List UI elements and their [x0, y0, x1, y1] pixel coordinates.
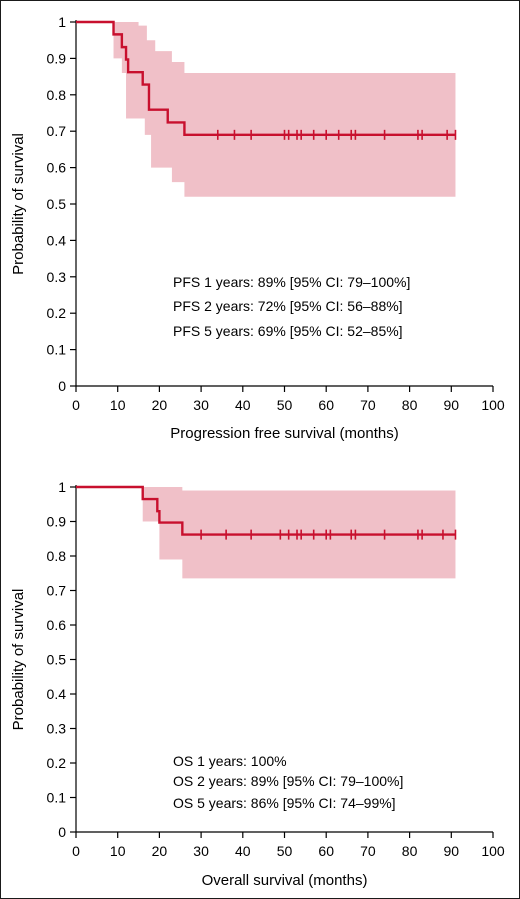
pfs-x-tick-label: 20	[152, 397, 168, 413]
os-y-tick-label: 0.5	[47, 652, 67, 668]
os-x-tick-label: 0	[72, 843, 80, 859]
os-x-tick-label: 70	[360, 843, 376, 859]
os-x-axis-title: Overall survival (months)	[202, 872, 368, 889]
pfs-survival-curve	[76, 20, 456, 137]
pfs-annotation-2: PFS 2 years: 72% [95% CI: 56–88%]	[173, 298, 403, 314]
pfs-y-axis-title: Probability of survival	[10, 133, 27, 275]
os-y-tick-label: 0.9	[47, 514, 67, 530]
pfs-y-tick-label: 0.5	[47, 196, 67, 212]
os-x-tick-label: 20	[152, 843, 168, 859]
pfs-y-tick-label: 0	[58, 378, 66, 394]
pfs-x-axis-title: Progression free survival (months)	[170, 425, 398, 442]
os-y-tick-label: 0	[58, 824, 66, 840]
os-survival-curve	[76, 485, 456, 536]
pfs-y-tick-label: 0.9	[47, 50, 67, 66]
os-y-tick-label: 0.7	[47, 583, 67, 599]
os-y-tick-label: 0.1	[47, 790, 67, 806]
pfs-x-tick-label: 90	[444, 397, 460, 413]
os-ci-band	[76, 487, 456, 579]
pfs-x-tick-label: 50	[277, 397, 293, 413]
os-y-axis-title: Probability of survival	[10, 589, 27, 731]
pfs-y-tick-label: 0.7	[47, 123, 67, 139]
pfs-panel: 00.10.20.30.40.50.60.70.80.910 10 20 30 40 50…	[10, 14, 505, 442]
pfs-y-tick-label: 0.3	[47, 269, 67, 285]
os-y-tick-label: 0.6	[47, 617, 67, 633]
os-x-tick-label: 50	[277, 843, 293, 859]
pfs-y-tick-label: 0.1	[47, 342, 67, 358]
os-y-tick-label: 0.8	[47, 548, 67, 564]
os-y-tick-label: 0.3	[47, 721, 67, 737]
pfs-annotation-1: PFS 1 years: 89% [95% CI: 79–100%]	[173, 274, 410, 290]
pfs-x-tick-label: 0	[72, 397, 80, 413]
os-panel: 00.10.20.30.40.50.60.70.80.910 10 20 30 40 50…	[10, 479, 505, 889]
pfs-y-tick-label: 1	[58, 14, 66, 30]
os-annotation-1: OS 1 years: 100%	[173, 753, 287, 769]
pfs-x-tick-label: 80	[402, 397, 418, 413]
os-y-tick-label: 0.4	[47, 686, 67, 702]
pfs-x-tick-label: 40	[235, 397, 251, 413]
os-x-tick-label: 40	[235, 843, 251, 859]
pfs-x-tick-label: 60	[318, 397, 334, 413]
os-x-tick-label: 30	[193, 843, 209, 859]
os-x-tick-label: 100	[481, 843, 505, 859]
pfs-y-tick-label: 0.8	[47, 87, 67, 103]
os-annotation-3: OS 5 years: 86% [95% CI: 74–99%]	[173, 795, 396, 811]
os-x-tick-label: 80	[402, 843, 418, 859]
os-y-tick-label: 0.2	[47, 755, 67, 771]
os-annotation-2: OS 2 years: 89% [95% CI: 79–100%]	[173, 773, 403, 789]
pfs-annotation-3: PFS 5 years: 69% [95% CI: 52–85%]	[173, 323, 403, 339]
pfs-y-tick-label: 0.6	[47, 160, 67, 176]
pfs-x-tick-label: 100	[481, 397, 505, 413]
os-y-tick-label: 1	[58, 479, 66, 495]
pfs-y-tick-label: 0.4	[47, 232, 67, 248]
pfs-x-tick-label: 30	[193, 397, 209, 413]
pfs-y-tick-label: 0.2	[47, 305, 67, 321]
pfs-x-tick-label: 10	[110, 397, 126, 413]
os-x-tick-label: 60	[318, 843, 334, 859]
pfs-x-tick-label: 70	[360, 397, 376, 413]
pfs-ci-band	[76, 22, 456, 197]
os-x-tick-label: 90	[444, 843, 460, 859]
os-x-tick-label: 10	[110, 843, 126, 859]
